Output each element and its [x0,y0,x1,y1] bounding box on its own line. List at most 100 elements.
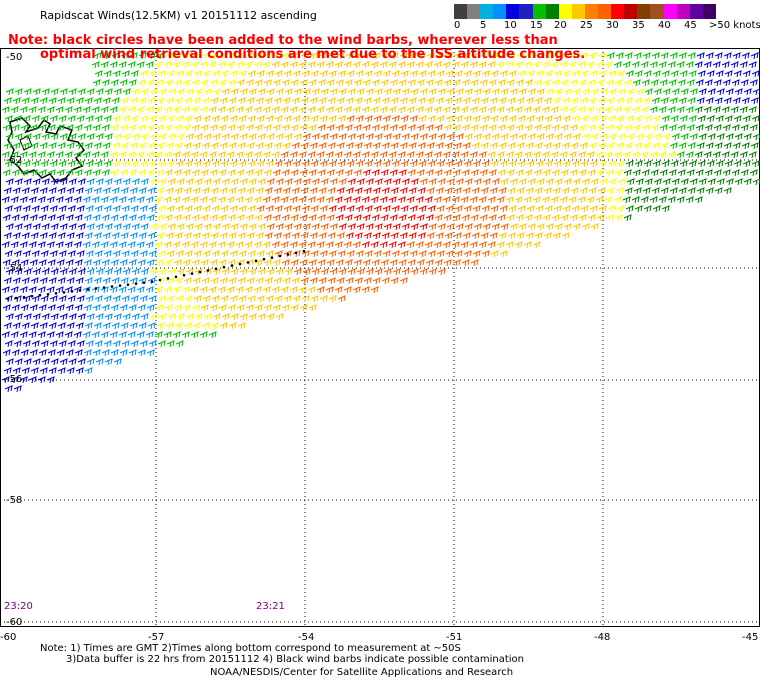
wind-barb [212,223,221,231]
wind-barb [3,232,12,240]
wind-barb [397,196,406,204]
wind-barb [199,241,208,249]
wind-barb [248,223,257,231]
wind-barb [615,52,624,60]
wind-barb [172,151,181,159]
wind-barb [102,142,111,150]
wind-barb [211,205,220,213]
wind-barb [499,160,508,168]
wind-barb [482,133,491,141]
wind-barb [166,205,175,213]
wind-barb [489,232,498,240]
wind-barb [272,79,281,87]
wind-barb [571,115,580,123]
wind-barb [480,97,489,105]
legend-swatch [532,4,546,19]
wind-barb [354,52,363,60]
wind-barb [437,88,446,96]
wind-barb [380,79,389,87]
wind-barb [104,178,113,186]
wind-barb [230,223,239,231]
wind-barb [147,142,156,150]
wind-barb [518,223,527,231]
wind-barb [542,124,551,132]
wind-barb [263,214,272,222]
wind-barb [559,151,568,159]
wind-barb [598,205,607,213]
wind-barb [444,97,453,105]
wind-barb [374,178,383,186]
wind-barb [706,70,715,78]
wind-barb [229,295,238,303]
legend-swatch [702,4,716,19]
wind-barb [59,223,68,231]
wind-barb [238,295,247,303]
wind-barb [181,241,190,249]
wind-barb [75,277,84,285]
wind-barb [560,124,569,132]
wind-barb [481,115,490,123]
wind-barb [92,259,101,267]
wind-barb [625,70,634,78]
wind-barb [244,61,253,69]
wind-barb [552,142,561,150]
wind-barb [490,70,499,78]
wind-barb [103,115,112,123]
wind-barb [633,97,642,105]
wind-barb [202,295,211,303]
wind-barb [408,142,417,150]
wind-barb [47,304,56,312]
wind-barb [516,187,525,195]
wind-barb [173,79,182,87]
wind-barb [39,367,48,375]
wind-barb [514,61,523,69]
wind-barb [172,286,181,294]
legend-swatch [545,4,559,19]
wind-barb [743,178,752,186]
wind-barb [587,124,596,132]
wind-barb [643,70,652,78]
wind-barb [399,52,408,60]
wind-barb [74,259,83,267]
wind-barb [707,133,716,141]
wind-barb [562,160,571,168]
contamination-marker [110,285,114,288]
wind-barb [361,106,370,114]
wind-barb [469,151,478,159]
wind-barb [191,169,200,177]
wind-barb [23,223,32,231]
wind-barb [95,133,104,141]
wind-barb [280,241,289,249]
wind-barb [418,250,427,258]
wind-barb [212,178,221,186]
wind-barb [292,205,301,213]
wind-barb [424,196,433,204]
wind-barb [631,61,640,69]
wind-barb [442,196,451,204]
wind-barb [706,115,715,123]
wind-barb [95,223,104,231]
wind-barb [443,259,452,267]
wind-barb [247,160,256,168]
wind-barb [661,160,670,168]
wind-barb [256,70,265,78]
wind-barb [149,313,158,321]
wind-barb [320,133,329,141]
wind-barb [552,232,561,240]
wind-barb [194,313,203,321]
wind-barb [200,79,209,87]
wind-barb [236,124,245,132]
wind-barb [505,241,514,249]
wind-barb [545,133,554,141]
wind-barb [463,205,472,213]
wind-barb [689,88,698,96]
wind-barb [406,61,415,69]
wind-barb [634,205,643,213]
wind-barb [85,115,94,123]
wind-barb [410,88,419,96]
wind-barb [138,52,147,60]
wind-barb [462,142,471,150]
wind-barb [344,214,353,222]
wind-barb [526,115,535,123]
wind-barb [112,70,121,78]
